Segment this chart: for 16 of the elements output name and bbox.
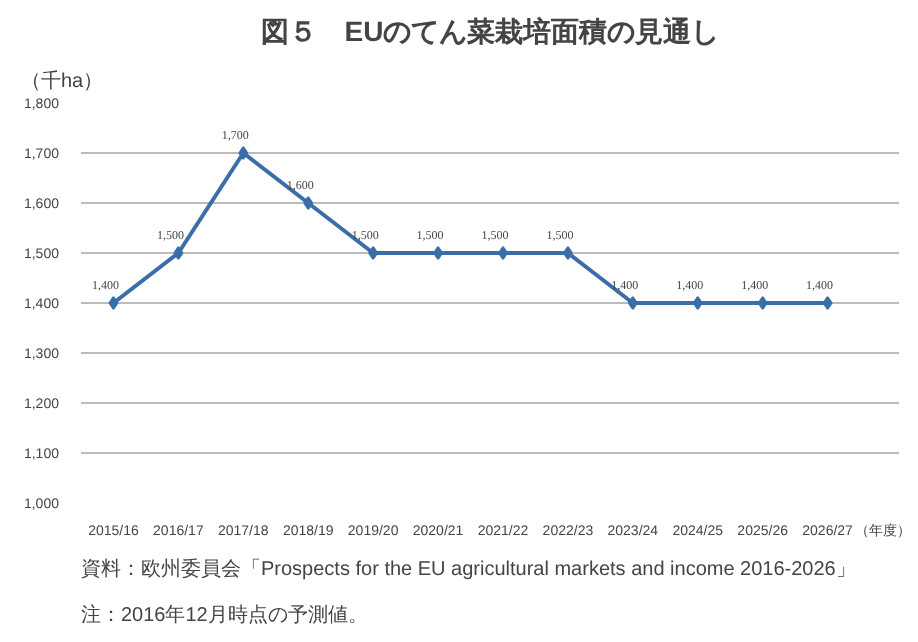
- point: [173, 246, 184, 260]
- text: 資料：欧州委員会「Prospects for the EU agricultural markets and income 2016-2026」: [81, 557, 856, 581]
- point: [692, 296, 703, 310]
- y-axis-title: （千ha）: [21, 69, 104, 93]
- point: [433, 246, 444, 260]
- point: [497, 246, 508, 260]
- point: [303, 196, 314, 210]
- point: [108, 296, 119, 310]
- point: [238, 146, 249, 160]
- point: [627, 296, 638, 310]
- point: [368, 246, 379, 260]
- chart-title: 図５ EUのてん菜栽培面積の見通し: [260, 15, 720, 47]
- point: [562, 246, 573, 260]
- text: 注：2016年12月時点の予測値。: [81, 603, 368, 627]
- point: [757, 296, 768, 310]
- point: [822, 296, 833, 310]
